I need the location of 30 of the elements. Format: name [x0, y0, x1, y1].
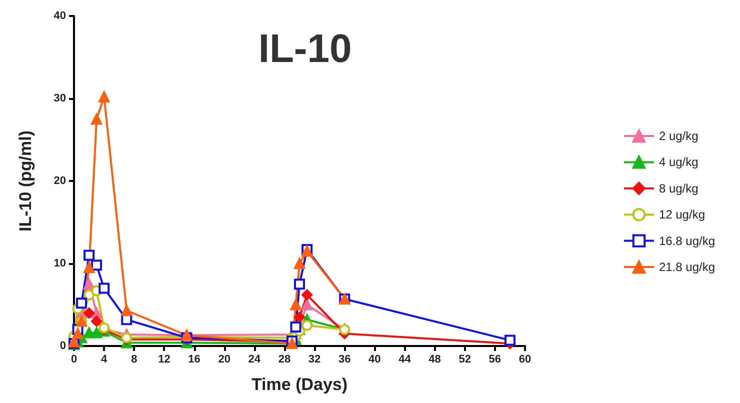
x-tick-label: 24 [248, 354, 262, 366]
legend-label: 8 ug/kg [658, 181, 698, 196]
x-tick-label: 16 [188, 354, 200, 366]
x-tick-label: 8 [131, 354, 138, 366]
x-tick-label: 4 [101, 354, 108, 366]
x-tick-label: 48 [428, 354, 441, 366]
x-tick-label: 40 [368, 354, 381, 366]
x-tick-label: 44 [398, 354, 412, 366]
x-tick-label: 28 [278, 354, 291, 366]
legend-label: 16.8 ug/kg [658, 234, 715, 248]
x-tick-label: 32 [308, 354, 321, 366]
x-tick-label: 36 [338, 354, 351, 366]
x-tick-label: 12 [158, 354, 170, 366]
legend-label: 12 ug/kg [658, 208, 705, 222]
x-tick-label: 52 [458, 354, 471, 366]
x-tick-label: 20 [218, 354, 230, 366]
x-axis-title: Time (Days) [251, 375, 348, 394]
x-tick-label: 0 [70, 354, 78, 366]
x-tick-label: 60 [518, 354, 532, 366]
y-tick-label: 30 [54, 92, 66, 104]
y-tick-label: 20 [54, 175, 66, 187]
y-tick-label: 40 [54, 10, 66, 22]
y-axis-title: IL-10 (pg/ml) [16, 130, 35, 232]
legend-label: 4 ug/kg [658, 155, 698, 170]
y-tick-label: 10 [54, 258, 66, 270]
y-tick-label: 0 [60, 340, 66, 352]
chart-title: IL-10 [258, 27, 352, 71]
legend-label: 21.8 ug/kg [658, 260, 715, 274]
x-tick-label: 56 [488, 354, 502, 366]
legend-label: 2 ug/kg [658, 129, 698, 143]
